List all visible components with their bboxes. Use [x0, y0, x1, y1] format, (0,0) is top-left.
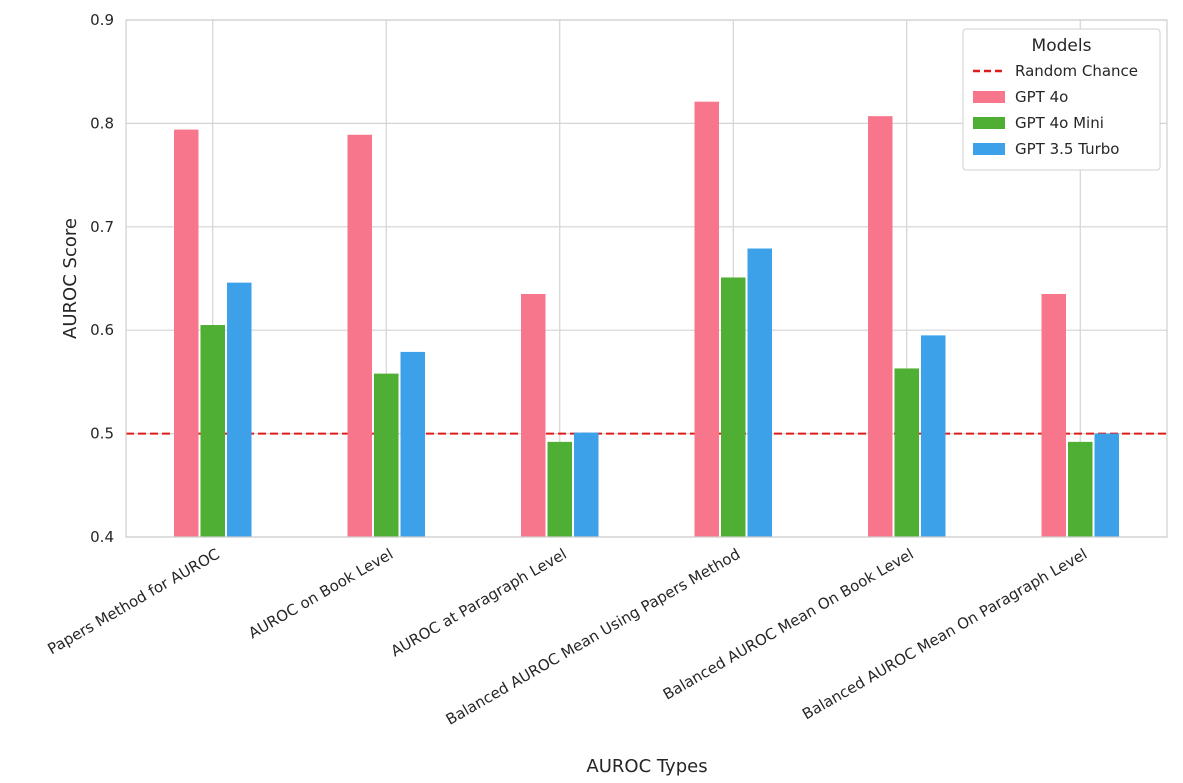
bar-gpt-4o-mini-0: [200, 325, 225, 537]
legend-label-random-chance: Random Chance: [1015, 62, 1138, 80]
y-tick-label-3: 0.7: [90, 218, 114, 236]
y-tick-label-1: 0.5: [90, 425, 114, 443]
legend-title: Models: [1032, 36, 1092, 56]
bar-gpt-4o-mini-5: [1068, 441, 1093, 537]
y-tick-labels: 0.4 0.5 0.6 0.7 0.8 0.9: [90, 11, 114, 546]
y-tick-label-4: 0.8: [90, 114, 114, 132]
bar-gpt-3-5-turbo-1: [400, 351, 425, 537]
bar-gpt-3-5-turbo-4: [921, 335, 946, 537]
x-tick-label-0: Papers Method for AUROC: [44, 545, 222, 658]
bar-gpt-3-5-turbo-5: [1094, 433, 1119, 537]
bars-group: [174, 101, 1119, 538]
bar-gpt-3-5-turbo-3: [747, 248, 772, 538]
x-axis-title: AUROC Types: [586, 756, 707, 777]
legend-label-gpt-4o: GPT 4o: [1015, 88, 1068, 106]
bar-gpt-4o-0: [174, 129, 199, 537]
y-tick-label-2: 0.6: [90, 321, 114, 339]
plot-frame: [125, 19, 1168, 538]
bar-gpt-4o-5: [1041, 294, 1066, 537]
x-tick-label-3: Balanced AUROC Mean Using Papers Method: [443, 545, 743, 729]
x-tick-label-1: AUROC on Book Level: [245, 545, 396, 643]
legend-swatch-gpt-3-5-turbo: [973, 143, 1005, 155]
legend-swatch-gpt-4o: [973, 91, 1005, 103]
bar-gpt-4o-mini-1: [374, 373, 399, 537]
y-tick-label-0: 0.4: [90, 528, 114, 546]
bar-gpt-3-5-turbo-0: [227, 282, 252, 537]
legend-label-gpt-4o-mini: GPT 4o Mini: [1015, 114, 1104, 132]
legend-box: [962, 28, 1161, 171]
x-tick-label-5: Balanced AUROC Mean On Paragraph Level: [799, 545, 1090, 723]
bar-gpt-3-5-turbo-2: [574, 432, 599, 537]
bar-gpt-4o-4: [868, 116, 893, 538]
legend-items: Random Chance GPT 4o GPT 4o Mini GPT 3.5 Tu…: [973, 62, 1138, 158]
x-tick-labels: Papers Method for AUROC AUROC on Book Lev…: [44, 545, 1090, 729]
legend-swatch-gpt-4o-mini: [973, 117, 1005, 129]
bar-gpt-4o-mini-2: [547, 441, 572, 537]
bar-gpt-4o-1: [347, 134, 372, 538]
y-tick-label-5: 0.9: [90, 11, 114, 29]
legend: Models Random Chance GPT 4o GPT 4o Mini GPT…: [962, 28, 1161, 171]
y-axis-title: AUROC Score: [60, 218, 81, 339]
legend-label-gpt-3-5-turbo: GPT 3.5 Turbo: [1015, 140, 1119, 158]
bar-gpt-4o-3: [694, 101, 719, 537]
bar-gpt-4o-2: [521, 294, 546, 537]
bar-gpt-4o-mini-3: [721, 277, 746, 537]
bar-gpt-4o-mini-4: [894, 368, 919, 537]
x-tick-label-2: AUROC at Paragraph Level: [388, 545, 570, 660]
